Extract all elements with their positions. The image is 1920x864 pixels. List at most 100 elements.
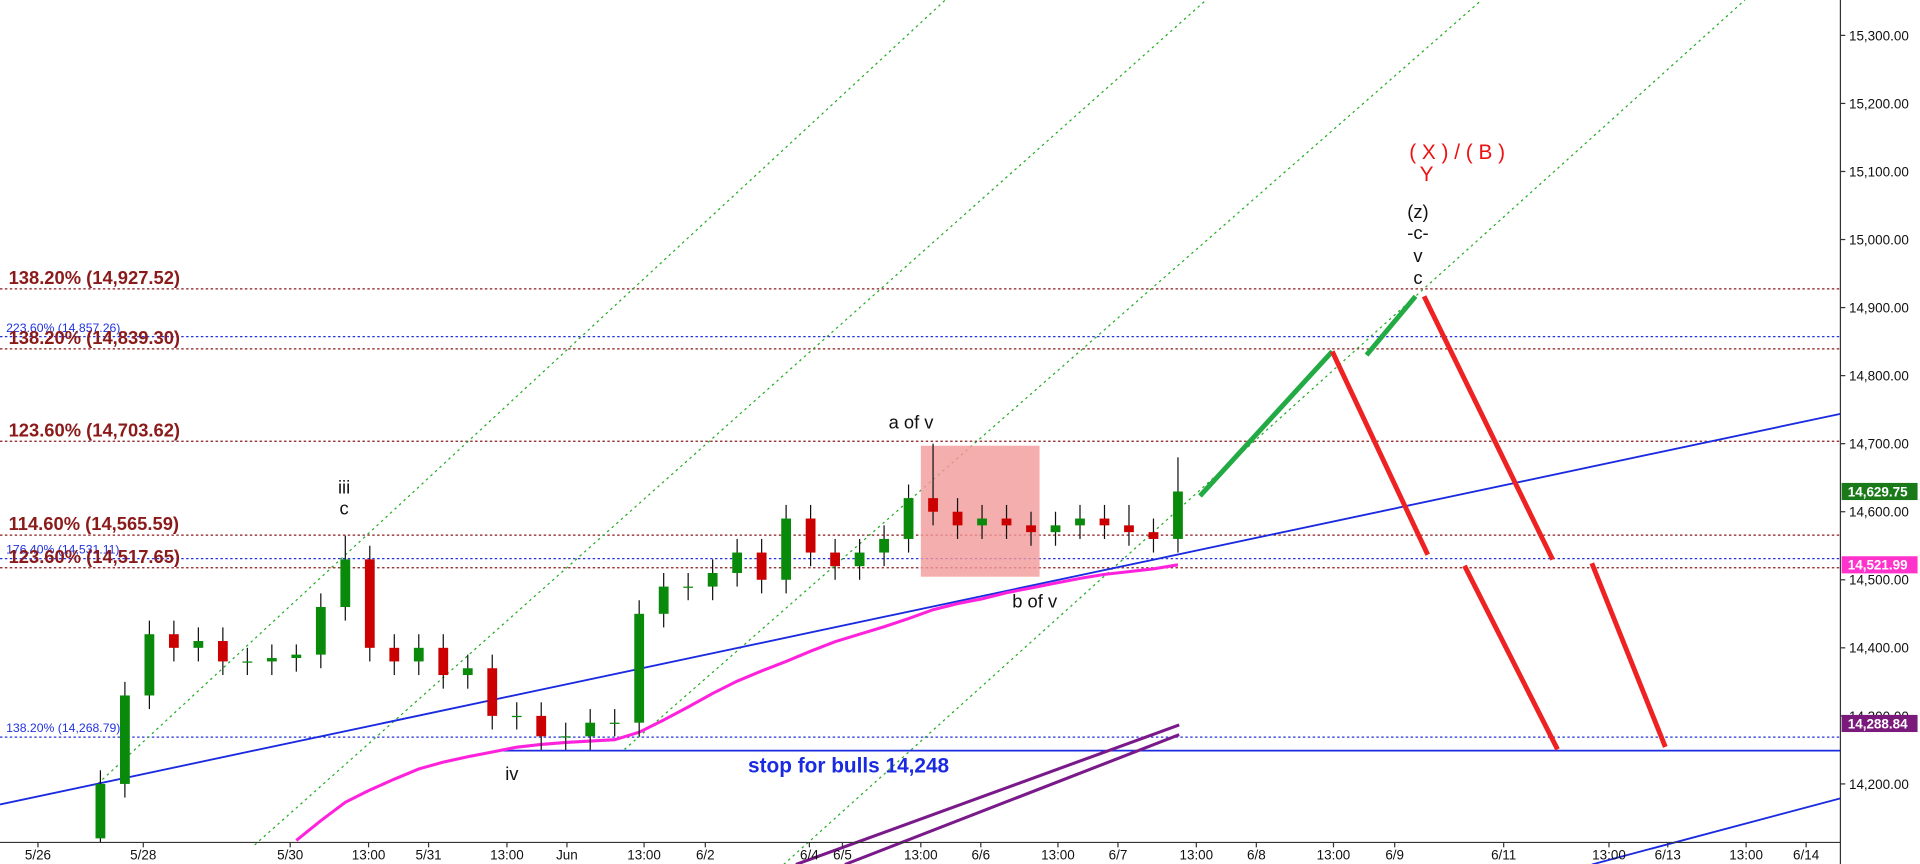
candle-body bbox=[1148, 532, 1159, 539]
plot-layer bbox=[95, 443, 1183, 843]
candle-body bbox=[242, 661, 253, 663]
candle-body bbox=[438, 647, 449, 676]
highlight-box bbox=[920, 445, 1040, 577]
y-tick-label: 14,800.00 bbox=[1849, 369, 1909, 384]
x-tick-label: 6/4 bbox=[800, 848, 819, 863]
candle-body bbox=[1075, 518, 1085, 526]
candle-body bbox=[487, 668, 498, 716]
y-tick-label: 14,500.00 bbox=[1849, 573, 1909, 588]
x-tick-label: 13:00 bbox=[627, 848, 661, 863]
candle-body bbox=[511, 715, 522, 718]
price-marker-label: 14,288.84 bbox=[1848, 716, 1908, 731]
candle-body bbox=[1001, 518, 1012, 526]
candle-body bbox=[1099, 518, 1110, 526]
channel-line bbox=[97, 0, 946, 785]
x-tick-label: 13:00 bbox=[1041, 848, 1075, 863]
x-tick-label: 6/13 bbox=[1655, 848, 1681, 863]
x-tick-label: 5/28 bbox=[130, 848, 156, 863]
y-tick-label: 14,400.00 bbox=[1849, 641, 1909, 656]
candle-body bbox=[585, 722, 596, 737]
price-marker bbox=[1841, 556, 1918, 574]
red-projection bbox=[1330, 295, 1668, 751]
candle-body bbox=[609, 722, 620, 724]
annotation: v bbox=[1413, 245, 1423, 266]
candle-body bbox=[928, 498, 938, 512]
candle-body bbox=[879, 538, 889, 553]
annotation: stop for bulls 14,248 bbox=[748, 755, 949, 778]
x-tick-label: 13:00 bbox=[1592, 848, 1626, 863]
x-tick-label: 5/31 bbox=[415, 848, 441, 863]
y-tick-label: 14,200.00 bbox=[1849, 777, 1909, 792]
candle-body bbox=[1124, 525, 1134, 533]
level-label: 138.20% (14,268.79) bbox=[6, 721, 120, 735]
candle-body bbox=[168, 634, 179, 648]
channel-line bbox=[624, 0, 1483, 750]
candle-body bbox=[634, 613, 645, 723]
annotation: -c- bbox=[1407, 222, 1428, 243]
x-tick-label: 6/2 bbox=[696, 848, 715, 863]
moving-average bbox=[295, 563, 1179, 842]
candle-body bbox=[658, 586, 669, 614]
level-label: 114.60% (14,565.59) bbox=[9, 513, 179, 534]
candle-body bbox=[413, 647, 424, 662]
x-tick-label: 6/8 bbox=[1247, 848, 1266, 863]
candle-body bbox=[315, 606, 326, 655]
projection-line bbox=[1198, 349, 1335, 498]
axis-layer: 14,200.0014,300.0014,400.0014,500.0014,6… bbox=[6, 28, 1918, 863]
candle-body bbox=[707, 572, 718, 587]
candle-body bbox=[683, 586, 694, 588]
candle-body bbox=[340, 559, 351, 607]
candle-body bbox=[462, 668, 473, 676]
grid-layer bbox=[0, 288, 1841, 738]
projection-line bbox=[1421, 295, 1555, 561]
level-label: 176.40% (14,531.11) bbox=[6, 543, 119, 557]
channel-lines bbox=[97, 0, 1746, 864]
y-tick-label: 15,300.00 bbox=[1849, 28, 1909, 43]
candle-body bbox=[903, 498, 914, 539]
candle-body bbox=[732, 552, 743, 573]
candle-body bbox=[805, 518, 816, 553]
x-tick-label: 6/11 bbox=[1491, 848, 1516, 863]
x-tick-label: Jun bbox=[556, 848, 578, 863]
x-tick-label: 6/7 bbox=[1109, 848, 1128, 863]
candle-body bbox=[781, 518, 792, 580]
x-tick-label: 6/6 bbox=[971, 848, 990, 863]
candle-body bbox=[389, 647, 400, 662]
x-tick-label: 5/30 bbox=[277, 848, 303, 863]
candle-body bbox=[144, 634, 155, 696]
price-marker bbox=[1841, 714, 1918, 733]
annotations: iii c iv a of v b of v stop for bulls 14… bbox=[338, 141, 1505, 784]
candle-body bbox=[120, 695, 130, 784]
candle-body bbox=[952, 511, 963, 526]
candle-body bbox=[217, 641, 228, 662]
y-tick-label: 15,200.00 bbox=[1849, 96, 1909, 111]
y-tick-label: 14,700.00 bbox=[1849, 437, 1909, 452]
x-tick-label: 13:00 bbox=[1317, 848, 1351, 863]
y-tick-label: 14,600.00 bbox=[1849, 505, 1909, 520]
y-tick-label: 15,000.00 bbox=[1849, 232, 1909, 247]
price-marker-label: 14,521.99 bbox=[1848, 558, 1908, 573]
candle-body bbox=[560, 736, 571, 738]
candle-body bbox=[193, 641, 204, 648]
candle-body bbox=[977, 518, 987, 526]
annotation: iv bbox=[505, 763, 519, 784]
x-tick-label: 6/5 bbox=[833, 848, 852, 863]
projection-line bbox=[1462, 564, 1560, 751]
candle-body bbox=[1026, 525, 1036, 533]
x-tick-label: 13:00 bbox=[490, 848, 524, 863]
x-tick-label: 6/14 bbox=[1793, 848, 1820, 863]
x-tick-label: 5/26 bbox=[25, 848, 51, 863]
projection-line bbox=[1330, 350, 1430, 556]
channel-line bbox=[783, 0, 1746, 864]
x-tick-label: 13:00 bbox=[1179, 848, 1213, 863]
annotation: c bbox=[339, 497, 348, 518]
y-tick-label: 14,900.00 bbox=[1849, 300, 1909, 315]
projection-line bbox=[1589, 562, 1668, 748]
annotation: (z) bbox=[1407, 201, 1428, 222]
candle-body bbox=[830, 552, 840, 567]
trend-line bbox=[1591, 797, 1841, 864]
candle-body bbox=[536, 715, 547, 737]
candle-body bbox=[1050, 525, 1061, 533]
x-tick-label: 6/9 bbox=[1385, 848, 1404, 863]
